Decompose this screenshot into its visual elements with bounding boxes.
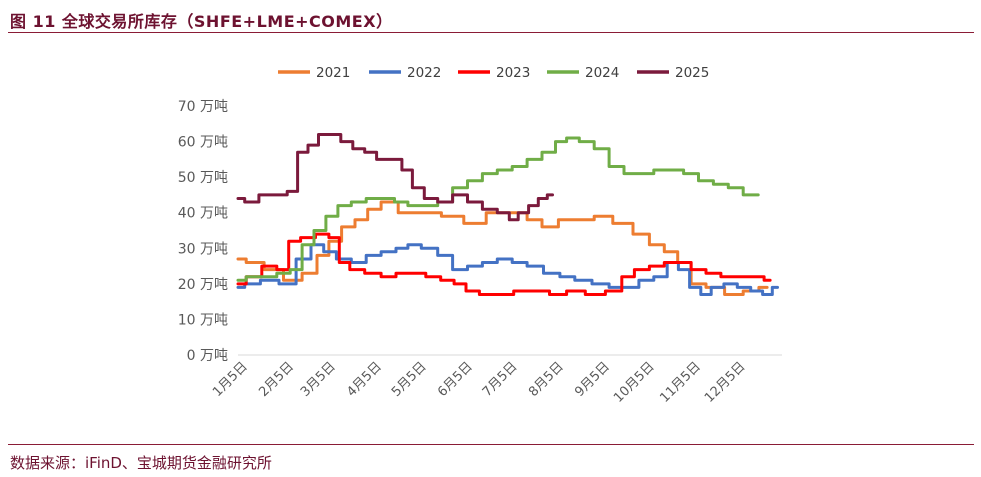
x-tick-label: 1月5日 bbox=[210, 359, 251, 400]
x-tick-label: 3月5日 bbox=[298, 359, 339, 400]
x-tick-label: 10月5日 bbox=[611, 359, 658, 406]
y-axis: 0 万吨 10 万吨 20 万吨 30 万吨 40 万吨 50 万吨 60 万吨 70 万吨 bbox=[178, 99, 228, 364]
y-tick-label: 50 万吨 bbox=[178, 170, 228, 186]
x-tick-label: 4月5日 bbox=[344, 359, 385, 400]
x-tick-label: 2月5日 bbox=[256, 359, 297, 400]
y-tick-label: 70 万吨 bbox=[178, 99, 228, 115]
legend-label-2025: 2025 bbox=[675, 65, 709, 81]
series-line-2024 bbox=[236, 136, 760, 282]
series-line-2025 bbox=[236, 133, 554, 222]
x-tick-label: 12月5日 bbox=[702, 359, 749, 406]
y-tick-label: 30 万吨 bbox=[178, 241, 228, 257]
x-axis: 1月5日 2月5日 3月5日 4月5日 5月5日 6月5日 7月5日 8月5日 9月5日10月5… bbox=[210, 354, 782, 406]
legend-label-2022: 2022 bbox=[407, 65, 441, 81]
y-tick-label: 40 万吨 bbox=[178, 206, 228, 222]
legend-label-2023: 2023 bbox=[496, 65, 530, 81]
x-tick-label: 5月5日 bbox=[389, 359, 430, 400]
x-tick-label: 8月5日 bbox=[526, 359, 567, 400]
chart-legend: 2021 2022 2023 2024 2025 bbox=[278, 65, 709, 81]
series-group bbox=[236, 133, 779, 296]
y-tick-label: 20 万吨 bbox=[178, 277, 228, 293]
y-tick-label: 60 万吨 bbox=[178, 135, 228, 151]
series-line-2022 bbox=[236, 243, 779, 296]
y-tick-label: 10 万吨 bbox=[178, 312, 228, 328]
x-tick-label: 11月5日 bbox=[657, 359, 704, 406]
figure-title: 图 11 全球交易所库存（SHFE+LME+COMEX） bbox=[10, 12, 393, 31]
x-tick-label: 9月5日 bbox=[572, 359, 613, 400]
source-note: 数据来源：iFinD、宝城期货金融研究所 bbox=[10, 454, 272, 472]
legend-label-2024: 2024 bbox=[585, 65, 619, 81]
legend-label-2021: 2021 bbox=[316, 65, 350, 81]
series-line-2021 bbox=[236, 200, 769, 296]
x-tick-label: 7月5日 bbox=[480, 359, 521, 400]
y-tick-label: 0 万吨 bbox=[187, 348, 228, 364]
figure-title-bar: 图 11 全球交易所库存（SHFE+LME+COMEX） bbox=[8, 6, 974, 33]
footer-divider bbox=[8, 444, 974, 445]
x-tick-label: 6月5日 bbox=[435, 359, 476, 400]
